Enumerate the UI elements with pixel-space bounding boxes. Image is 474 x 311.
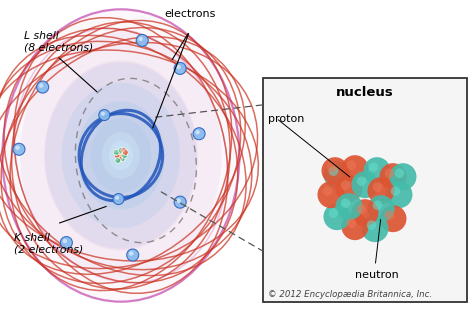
Ellipse shape <box>20 31 221 280</box>
Circle shape <box>122 151 124 153</box>
Circle shape <box>369 162 378 172</box>
Circle shape <box>13 143 25 155</box>
Circle shape <box>116 159 118 161</box>
Circle shape <box>367 177 394 204</box>
Circle shape <box>341 155 368 182</box>
Circle shape <box>122 149 124 151</box>
Circle shape <box>120 150 126 155</box>
Circle shape <box>121 157 123 159</box>
Circle shape <box>118 148 124 153</box>
Circle shape <box>323 186 332 196</box>
Circle shape <box>123 154 125 156</box>
Circle shape <box>116 150 121 155</box>
Ellipse shape <box>2 9 239 302</box>
Circle shape <box>115 151 117 153</box>
Circle shape <box>115 158 121 163</box>
Text: L shell
(8 electrons): L shell (8 electrons) <box>24 31 93 53</box>
Circle shape <box>122 153 128 158</box>
Circle shape <box>15 146 19 150</box>
Circle shape <box>124 151 126 153</box>
Circle shape <box>127 249 139 261</box>
Circle shape <box>328 208 338 218</box>
Circle shape <box>356 204 366 214</box>
Circle shape <box>318 181 345 208</box>
Bar <box>263 78 467 302</box>
Circle shape <box>101 112 105 116</box>
Circle shape <box>121 148 127 153</box>
Ellipse shape <box>109 141 133 170</box>
Circle shape <box>373 182 382 192</box>
Circle shape <box>328 166 338 176</box>
Circle shape <box>391 186 400 196</box>
Circle shape <box>119 154 121 156</box>
Circle shape <box>117 156 122 161</box>
Circle shape <box>193 128 205 140</box>
Circle shape <box>174 63 186 74</box>
Circle shape <box>321 157 348 184</box>
Circle shape <box>60 237 73 248</box>
Circle shape <box>336 175 363 202</box>
Circle shape <box>99 109 110 121</box>
Text: neutron: neutron <box>355 270 399 280</box>
Text: © 2012 Encyclopædia Britannica, Inc.: © 2012 Encyclopædia Britannica, Inc. <box>268 290 432 299</box>
Circle shape <box>119 149 121 151</box>
Ellipse shape <box>77 101 165 210</box>
Circle shape <box>176 65 181 69</box>
Circle shape <box>119 156 125 161</box>
Circle shape <box>364 157 391 184</box>
Ellipse shape <box>45 62 197 249</box>
Circle shape <box>380 205 407 232</box>
Circle shape <box>63 239 67 243</box>
Circle shape <box>327 162 336 172</box>
Circle shape <box>373 200 382 210</box>
Circle shape <box>323 203 350 230</box>
Circle shape <box>385 168 394 178</box>
Circle shape <box>385 181 412 208</box>
Circle shape <box>323 161 350 188</box>
Ellipse shape <box>44 61 198 251</box>
Circle shape <box>346 218 356 228</box>
Ellipse shape <box>91 118 151 193</box>
Ellipse shape <box>102 132 140 179</box>
Circle shape <box>385 210 394 220</box>
Circle shape <box>362 215 389 242</box>
Circle shape <box>115 196 119 200</box>
Text: nucleus: nucleus <box>336 86 394 99</box>
Circle shape <box>138 37 143 41</box>
Circle shape <box>341 180 350 190</box>
Circle shape <box>39 83 43 88</box>
Text: electrons: electrons <box>164 9 215 19</box>
Circle shape <box>114 153 120 158</box>
Circle shape <box>395 168 404 178</box>
Circle shape <box>346 160 356 170</box>
Circle shape <box>114 150 119 155</box>
Circle shape <box>352 199 378 226</box>
Circle shape <box>123 150 128 155</box>
Ellipse shape <box>62 83 180 228</box>
Circle shape <box>118 157 119 159</box>
Circle shape <box>367 195 394 222</box>
Circle shape <box>352 171 378 198</box>
Circle shape <box>129 251 133 256</box>
Circle shape <box>113 193 124 205</box>
Circle shape <box>341 213 368 240</box>
Circle shape <box>390 163 417 190</box>
Circle shape <box>336 193 363 220</box>
Circle shape <box>174 196 186 208</box>
Circle shape <box>341 198 350 208</box>
Circle shape <box>136 35 148 46</box>
Circle shape <box>118 153 124 158</box>
Circle shape <box>36 81 49 93</box>
Circle shape <box>176 198 181 203</box>
Circle shape <box>380 163 407 190</box>
Text: proton: proton <box>268 114 304 123</box>
Circle shape <box>367 220 376 230</box>
Circle shape <box>195 130 200 134</box>
Text: K shell
(2 electrons): K shell (2 electrons) <box>14 233 83 255</box>
Circle shape <box>115 154 118 156</box>
Circle shape <box>356 176 366 186</box>
Circle shape <box>117 151 118 153</box>
